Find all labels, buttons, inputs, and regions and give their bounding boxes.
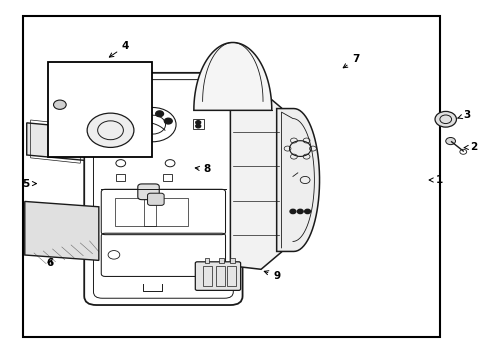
Circle shape xyxy=(297,209,303,213)
Text: 3: 3 xyxy=(458,110,470,120)
Circle shape xyxy=(305,209,311,213)
Text: 4: 4 xyxy=(109,41,129,57)
Circle shape xyxy=(196,121,201,124)
Bar xyxy=(193,119,203,129)
Circle shape xyxy=(87,113,134,148)
Polygon shape xyxy=(25,202,99,260)
Circle shape xyxy=(196,124,201,128)
Bar xyxy=(115,198,156,226)
Circle shape xyxy=(435,111,457,127)
FancyBboxPatch shape xyxy=(84,73,243,305)
Text: 1: 1 xyxy=(429,175,443,185)
FancyBboxPatch shape xyxy=(196,262,241,291)
Text: 7: 7 xyxy=(343,54,360,68)
Bar xyxy=(203,266,212,286)
Circle shape xyxy=(133,118,141,123)
FancyBboxPatch shape xyxy=(147,193,164,205)
Bar xyxy=(219,258,224,263)
Circle shape xyxy=(53,100,66,109)
Bar xyxy=(163,174,172,181)
Polygon shape xyxy=(194,42,272,111)
Bar xyxy=(144,198,188,226)
Polygon shape xyxy=(277,109,319,251)
Circle shape xyxy=(165,118,172,124)
Polygon shape xyxy=(230,91,282,269)
Bar xyxy=(24,16,440,337)
Text: 9: 9 xyxy=(264,271,280,281)
Bar xyxy=(48,62,152,157)
Circle shape xyxy=(446,138,456,145)
Text: 8: 8 xyxy=(195,164,211,174)
Bar xyxy=(230,258,235,263)
Circle shape xyxy=(290,209,296,213)
Bar xyxy=(216,266,224,286)
FancyBboxPatch shape xyxy=(138,184,159,200)
Text: 5: 5 xyxy=(23,179,36,189)
Polygon shape xyxy=(27,123,84,160)
Bar xyxy=(204,258,209,263)
Circle shape xyxy=(143,111,150,116)
Text: 6: 6 xyxy=(46,258,53,268)
Text: 2: 2 xyxy=(464,142,477,152)
Bar xyxy=(116,174,124,181)
Bar xyxy=(227,266,236,286)
Circle shape xyxy=(156,111,164,117)
